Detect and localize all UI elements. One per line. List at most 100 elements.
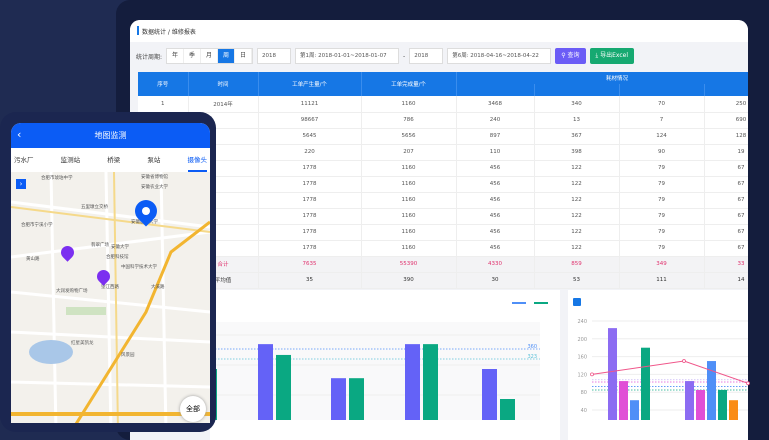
bar: [718, 389, 727, 420]
subheader: [619, 84, 705, 96]
filter-bar: 统计周期: 年 季 月 周 日 2018 第1周: 2018-01-01~201…: [136, 48, 634, 64]
tab-pump-station[interactable]: 泵站: [147, 156, 161, 164]
table-cell: 67: [704, 240, 748, 257]
table-cell: 67: [704, 160, 748, 177]
map-label: 翡翠广场: [91, 243, 109, 248]
period-label: 统计周期:: [136, 53, 163, 61]
end-year-select[interactable]: 2018: [409, 48, 444, 64]
map-label: 风景园: [121, 353, 135, 358]
map-label: 合肥市宁溪小学: [21, 223, 53, 228]
table-cell: 349: [619, 256, 705, 273]
bar: [500, 399, 515, 420]
tab-camera[interactable]: 摄像头: [187, 148, 207, 172]
bar: [423, 344, 438, 420]
map-label: 安徽大学: [111, 245, 129, 250]
map-view[interactable]: › 合肥市琥珀中学安徽省博物馆安徽农业大学五里墩立交桥安徽医科大学合肥市宁溪小学…: [11, 172, 210, 423]
bar: [349, 378, 364, 420]
table-cell: 79: [619, 192, 705, 209]
markline-label: 360: [527, 344, 537, 350]
period-day[interactable]: 日: [235, 49, 253, 63]
map-label: 安徽省博物馆: [141, 175, 168, 180]
table-cell: 1160: [361, 224, 457, 241]
table-cell: 79: [619, 240, 705, 257]
map-tabs: 污水厂 监测站 桥梁 泵站 摄像头: [11, 148, 210, 172]
chart-legend: [512, 300, 548, 306]
period-year[interactable]: 年: [167, 49, 185, 63]
period-quarter[interactable]: 季: [184, 49, 202, 63]
line-point: [682, 359, 686, 363]
map-label: 黄山路: [26, 257, 40, 262]
table-cell: 1778: [258, 208, 362, 225]
bar: [331, 378, 346, 420]
period-month[interactable]: 月: [201, 49, 219, 63]
table-cell: 897: [456, 128, 535, 145]
table-cell: 124: [619, 128, 705, 145]
line-point: [590, 372, 594, 377]
bar: [630, 400, 639, 420]
bar: [608, 328, 617, 420]
table-cell: 1160: [361, 160, 457, 177]
start-week-select[interactable]: 第1周: 2018-01-01~2018-01-07: [295, 48, 400, 64]
table-cell: 690: [704, 112, 748, 129]
expand-icon[interactable]: ›: [16, 179, 26, 189]
table-cell: 456: [456, 192, 535, 209]
table-cell: 7635: [258, 256, 362, 273]
subheader: [704, 84, 748, 96]
table-cell: 79: [619, 176, 705, 193]
table-row: 合计 7635 55390 4330 859 349 33: [138, 256, 748, 273]
table-cell: 5656: [361, 128, 457, 145]
end-week-select[interactable]: 第6周: 2018-04-16~2018-04-22: [447, 48, 552, 64]
tab-bridge[interactable]: 桥梁: [107, 156, 121, 164]
table-cell: 456: [456, 224, 535, 241]
bar: [696, 389, 705, 420]
table-cell: 367: [534, 128, 620, 145]
table-cell: 5645: [258, 128, 362, 145]
bar: [707, 361, 716, 420]
table-cell: 67: [704, 224, 748, 241]
map-title: 地图监测: [11, 123, 210, 148]
table-cell: 456: [456, 176, 535, 193]
export-excel-button[interactable]: ⤓ 导出Excel: [589, 48, 634, 64]
download-icon: ⤓: [595, 52, 601, 59]
table-cell: 98667: [258, 112, 362, 129]
header-index: 序号: [138, 72, 189, 96]
tab-monitor-station[interactable]: 监测站: [60, 156, 81, 164]
table-cell: 207: [361, 144, 457, 161]
table-cell: 111: [619, 272, 705, 289]
y-tick-label: 80: [581, 390, 587, 396]
table-cell: 1160: [361, 192, 457, 209]
line-point: [746, 381, 750, 386]
map-roads: [11, 172, 210, 423]
table-cell: 14: [704, 272, 748, 289]
tab-sewage-plant[interactable]: 污水厂: [14, 156, 34, 164]
map-label: 五里墩立交桥: [81, 205, 108, 210]
table-cell: 79: [619, 160, 705, 177]
bar: [685, 381, 694, 420]
table-cell: 240: [456, 112, 535, 129]
table-cell: 4330: [456, 256, 535, 273]
y-tick-label: 160: [577, 355, 587, 361]
table-cell: 1778: [258, 176, 362, 193]
map-label: 大润发购物广场: [56, 289, 88, 294]
bar: [258, 344, 273, 420]
table-cell: 1160: [361, 176, 457, 193]
back-icon[interactable]: ‹: [17, 128, 22, 141]
legend-completed: [534, 300, 548, 306]
bar: [641, 347, 650, 420]
search-icon: ⚲: [561, 52, 568, 59]
table-cell: 1160: [361, 208, 457, 225]
show-all-button[interactable]: 全部: [180, 396, 206, 422]
table-cell: 55390: [361, 256, 457, 273]
table-cell: 1160: [361, 96, 457, 113]
table-cell: 122: [534, 160, 620, 177]
table-row: 1778 1160 456 122 79 67: [138, 160, 748, 177]
query-button[interactable]: ⚲ 查询: [555, 48, 586, 64]
start-year-select[interactable]: 2018: [257, 48, 292, 64]
table-cell: 1778: [258, 192, 362, 209]
period-week[interactable]: 周: [218, 49, 236, 63]
legend-created: [512, 300, 526, 306]
map-label: 合肥市琥珀中学: [41, 176, 73, 181]
chart-icon: [573, 298, 581, 306]
table-cell: 456: [456, 240, 535, 257]
table-cell: 2014年: [188, 96, 259, 113]
